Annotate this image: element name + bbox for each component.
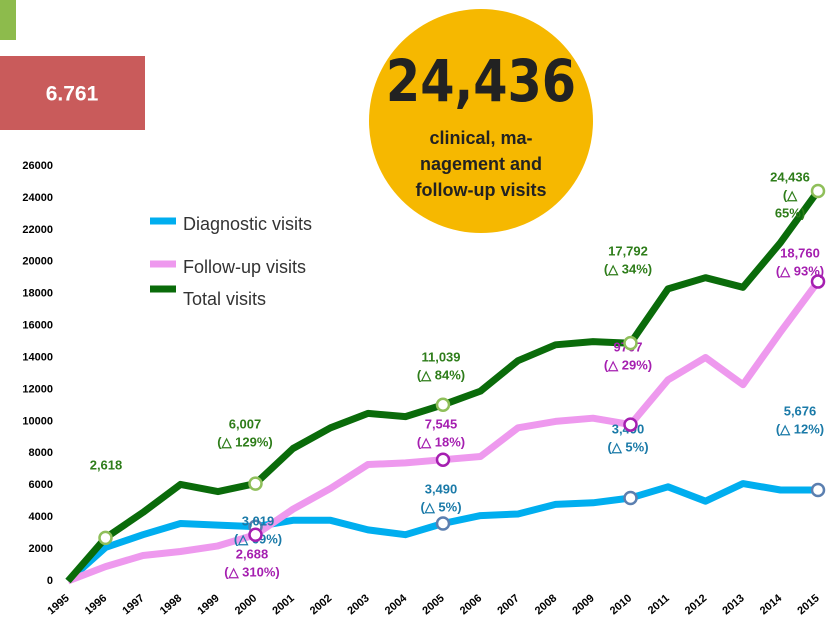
annotation: 3,019: [242, 513, 275, 528]
green-tab: [0, 0, 16, 40]
y-tick-label: 22000: [22, 224, 53, 236]
annotation: 7,545: [425, 416, 458, 431]
x-tick-label: 2009: [570, 592, 596, 617]
x-tick-label: 2014: [758, 592, 785, 617]
y-tick-label: 14000: [22, 351, 53, 363]
y-tick-label: 16000: [22, 320, 53, 332]
y-tick-label: 6000: [29, 479, 53, 491]
annotation: (△ 29%): [604, 357, 652, 372]
x-tick-label: 2012: [683, 592, 709, 617]
x-tick-label: 1996: [83, 592, 109, 617]
highlight-text: follow-up visits: [415, 180, 546, 200]
x-tick-label: 2006: [458, 592, 484, 617]
annotation: 17,792: [608, 243, 648, 258]
annotation: 6,007: [229, 416, 262, 431]
annotation: 65%): [775, 205, 805, 220]
x-tick-label: 2011: [646, 592, 672, 617]
annotation: (△: [783, 187, 798, 202]
x-tick-label: 2004: [383, 592, 410, 617]
point-marker: [435, 397, 451, 413]
legend-label: Total visits: [183, 289, 266, 309]
point-marker: [623, 335, 638, 351]
annotation: (△ 84%): [417, 367, 465, 382]
y-tick-label: 20000: [22, 256, 53, 268]
point-marker: [248, 476, 263, 491]
y-tick-label: 12000: [22, 383, 53, 395]
point-marker: [248, 527, 263, 542]
y-tick-label: 10000: [22, 415, 53, 427]
y-tick-label: 2000: [29, 543, 53, 555]
x-tick-label: 2001: [270, 592, 296, 617]
x-tick-label: 2015: [795, 592, 821, 617]
x-tick-label: 2002: [308, 592, 334, 617]
y-tick-label: 0: [47, 575, 53, 587]
x-tick-label: 1997: [120, 592, 146, 617]
badge-box: [0, 56, 145, 130]
annotation: 18,760: [780, 245, 820, 260]
x-tick-label: 2005: [420, 592, 446, 617]
point-marker: [623, 417, 638, 432]
y-tick-label: 24000: [22, 192, 53, 204]
series-line: [65, 480, 818, 584]
point-marker: [435, 452, 451, 467]
point-marker: [435, 516, 451, 531]
annotation: 3,490: [425, 481, 458, 496]
x-tick-label: 2007: [495, 592, 521, 617]
annotation: (△ 93%): [776, 263, 824, 278]
highlight-number: 24,436: [386, 47, 576, 115]
y-tick-label: 18000: [22, 288, 53, 300]
x-tick-label: 2008: [533, 592, 559, 617]
annotation: 2,618: [90, 457, 123, 472]
annotation: 24,436: [770, 169, 810, 184]
point-marker: [623, 490, 638, 506]
badge: 6.761: [46, 83, 99, 106]
y-tick-label: 8000: [29, 447, 53, 459]
annotation: (△ 34%): [604, 261, 652, 276]
annotation: (△ 129%): [217, 434, 273, 449]
x-tick-label: 2010: [608, 592, 634, 617]
x-tick-label: 1999: [195, 592, 221, 617]
x-tick-label: 2000: [233, 592, 259, 617]
x-tick-label: 2003: [345, 592, 371, 617]
annotation: 11,039: [421, 349, 460, 364]
legend-label: Diagnostic visits: [183, 214, 312, 234]
annotation: (△ 5%): [420, 499, 461, 514]
annotation: 2,688: [236, 546, 269, 561]
point-marker: [98, 530, 113, 546]
y-tick-label: 4000: [29, 511, 53, 523]
annotation: (△ 310%): [224, 564, 280, 579]
highlight-text: nagement and: [420, 154, 542, 174]
annotation: (△ 12%): [776, 421, 824, 436]
highlight-text: clinical, ma-: [429, 128, 532, 148]
point-marker: [810, 274, 826, 289]
point-marker: [810, 183, 826, 199]
x-tick-label: 1998: [158, 592, 184, 617]
x-tick-label: 2013: [720, 592, 746, 617]
annotation: 5,676: [784, 403, 817, 418]
y-tick-label: 26000: [22, 160, 53, 172]
highlight-circle: [369, 9, 593, 233]
x-tick-label: 1995: [45, 592, 71, 617]
point-marker: [810, 482, 826, 498]
annotation: (△ 5%): [607, 439, 648, 454]
legend-label: Follow-up visits: [183, 257, 306, 277]
annotation: (△ 18%): [417, 434, 465, 449]
